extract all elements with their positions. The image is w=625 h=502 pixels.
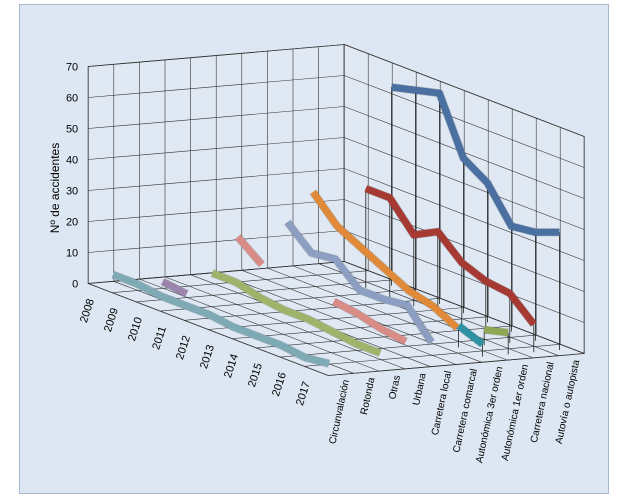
series-line bbox=[456, 322, 485, 347]
x-tick-label: 2011 bbox=[150, 325, 169, 351]
series-label: Rotonda bbox=[359, 376, 378, 416]
x-tick-label: 2008 bbox=[78, 297, 97, 324]
floor-gridline bbox=[256, 325, 513, 349]
series-3 bbox=[234, 234, 408, 346]
series-7 bbox=[483, 325, 509, 337]
y-tick-label: 0 bbox=[72, 279, 78, 291]
series-line bbox=[235, 234, 265, 267]
series-2 bbox=[210, 269, 382, 357]
series-line bbox=[210, 269, 382, 357]
series-label: Autonómica 1er orden bbox=[500, 363, 531, 462]
series-line bbox=[364, 185, 537, 327]
series-line bbox=[390, 83, 560, 236]
chart-series bbox=[111, 83, 560, 368]
series-line bbox=[483, 326, 509, 337]
x-tick-label: 2009 bbox=[102, 307, 121, 334]
series-line bbox=[111, 271, 330, 367]
floor-gridline bbox=[208, 307, 465, 330]
series-label: Carretera comarcal bbox=[451, 368, 480, 454]
floor-gridline bbox=[304, 344, 561, 367]
x-tick-label: 2014 bbox=[222, 353, 241, 380]
series-8 bbox=[364, 184, 538, 327]
series-label: Carretera nacional bbox=[529, 361, 557, 444]
y-tick-label: 10 bbox=[66, 248, 78, 260]
x-tick-label: 2012 bbox=[174, 334, 193, 361]
y-axis-title: Nº de accidentes bbox=[48, 143, 62, 233]
series-label: Autovía o autopista bbox=[554, 359, 583, 445]
x-tick-label: 2016 bbox=[270, 371, 289, 398]
series-line bbox=[332, 298, 408, 345]
series-5 bbox=[309, 189, 460, 331]
series-label: Circunvalación bbox=[328, 379, 352, 445]
y-tick-label: 20 bbox=[66, 217, 78, 229]
y-tick-label: 60 bbox=[66, 93, 78, 105]
x-tick-label: 2013 bbox=[198, 343, 217, 370]
series-label: Urbana bbox=[411, 372, 429, 407]
y-tick-label: 40 bbox=[66, 155, 78, 167]
x-tick-label: 2010 bbox=[126, 316, 145, 343]
floor-gridline bbox=[136, 279, 393, 303]
y-tick-label: 50 bbox=[66, 124, 78, 136]
series-label: Carretera local bbox=[430, 370, 454, 436]
series-4 bbox=[284, 219, 435, 345]
series-0 bbox=[111, 270, 331, 368]
series-9 bbox=[390, 83, 560, 237]
floor-gridline bbox=[328, 353, 585, 376]
x-tick-label: 2017 bbox=[294, 380, 313, 407]
floor-gridline bbox=[280, 334, 537, 358]
series-label: Otras bbox=[387, 374, 403, 400]
series-1 bbox=[160, 277, 189, 298]
series-label: Autonómica 3er orden bbox=[474, 366, 505, 465]
chart-drop-lines bbox=[365, 87, 560, 357]
series-line bbox=[161, 278, 189, 298]
y-tick-label: 30 bbox=[66, 186, 78, 198]
x-tick-label: 2015 bbox=[246, 362, 265, 389]
y-tick-label: 70 bbox=[66, 62, 78, 74]
